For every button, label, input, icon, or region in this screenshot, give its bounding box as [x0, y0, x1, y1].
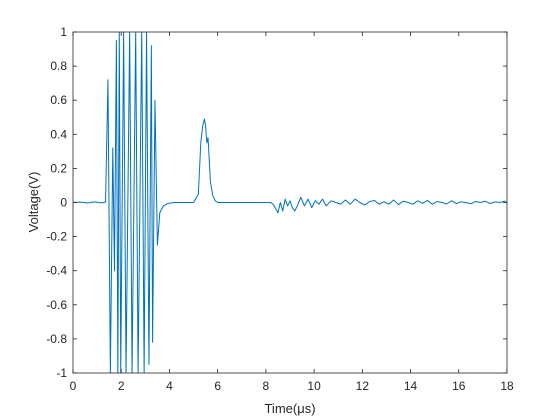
- x-tick-label: 18: [500, 379, 514, 393]
- y-tick-label: -1: [56, 366, 67, 380]
- x-tick-label: 4: [166, 379, 173, 393]
- voltage-series-line: [72, 31, 508, 374]
- x-tick-label: 6: [214, 379, 221, 393]
- y-tick-label: 0.2: [50, 161, 67, 175]
- y-tick-label: -0.4: [46, 264, 67, 278]
- y-axis: -1 -0.8 -0.6 -0.4 -0.2 0 0.2 0.4 0.6 0.8 1: [46, 25, 507, 380]
- x-tick-label: 10: [307, 379, 321, 393]
- y-tick-label: 0.6: [50, 93, 67, 107]
- y-axis-label: Voltage(V): [26, 172, 41, 233]
- x-tick-label: 2: [118, 379, 125, 393]
- y-tick-label: 0: [60, 196, 67, 210]
- y-tick-label: -0.8: [46, 332, 67, 346]
- y-tick-label: -0.6: [46, 298, 67, 312]
- x-tick-label: 16: [452, 379, 466, 393]
- x-axis-label: Time(μs): [264, 401, 315, 416]
- y-tick-label: 0.8: [50, 59, 67, 73]
- x-axis: 0 2 4 6 8 10 12 14 16 18: [70, 32, 514, 393]
- x-tick-label: 8: [263, 379, 270, 393]
- x-tick-label: 0: [70, 379, 77, 393]
- series-layer: [72, 31, 508, 374]
- y-tick-label: -0.2: [46, 230, 67, 244]
- y-tick-label: 0.4: [50, 127, 67, 141]
- x-tick-label: 12: [356, 379, 370, 393]
- x-tick-label: 14: [404, 379, 418, 393]
- y-tick-label: 1: [60, 25, 67, 39]
